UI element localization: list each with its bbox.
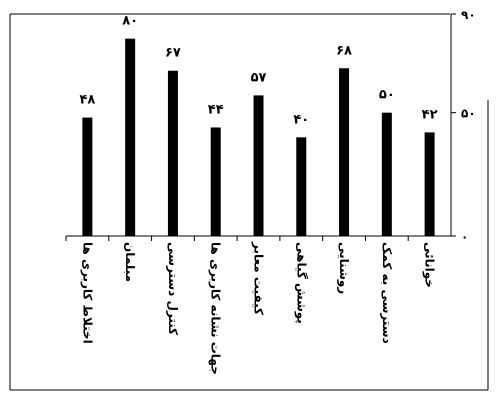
bar-value-label: ۴۸	[79, 93, 95, 108]
y-tick-label: ۰	[461, 230, 468, 244]
y-tick-label: ۹۰	[461, 8, 476, 22]
bar-value-label: ۶۸	[336, 43, 352, 58]
value-labels-group: ۴۸ ۸۰ ۶۷ ۴۴ ۵۷ ۴۰ ۶۸ ۵۰ ۴۲	[79, 14, 437, 128]
category-label: دسترسی به کمک	[380, 242, 394, 344]
bar	[424, 132, 435, 236]
bar	[381, 112, 392, 236]
bar-value-label: ۵۷	[251, 70, 267, 85]
bar	[125, 38, 136, 236]
bar	[296, 137, 307, 236]
bar-value-label: ۴۰	[293, 112, 309, 127]
bar-value-label: ۴۲	[422, 107, 438, 122]
category-label: جهات نشانه کاربری ها	[209, 242, 223, 375]
bars-group	[82, 38, 435, 237]
category-label: کیفیت معابر	[252, 241, 266, 315]
bar-value-label: ۴۴	[208, 102, 224, 117]
category-label: اختلاط کاربری ها	[80, 242, 94, 344]
category-label: پوشش گیاهی	[293, 242, 308, 324]
category-label: مبلمان	[123, 242, 137, 282]
bar	[253, 95, 264, 237]
bar	[339, 68, 350, 237]
category-labels-group: اختلاط کاربری ها مبلمان کنترل دسترسی جهات ن…	[65, 236, 437, 375]
category-label: خوانائی	[422, 242, 437, 288]
bar-value-label: ۵۰	[379, 88, 395, 103]
bar-value-label: ۸۰	[122, 14, 138, 29]
category-label: روشنایی	[336, 242, 351, 294]
bar	[82, 117, 93, 236]
y-tick-label: ۵۰	[461, 107, 476, 121]
y-axis-ticks: ۰ ۵۰ ۹۰	[451, 8, 476, 244]
category-label: کنترل دسترسی	[166, 242, 180, 335]
bar	[167, 70, 178, 236]
bar-value-label: ۶۷	[165, 46, 181, 61]
bar	[210, 127, 221, 236]
